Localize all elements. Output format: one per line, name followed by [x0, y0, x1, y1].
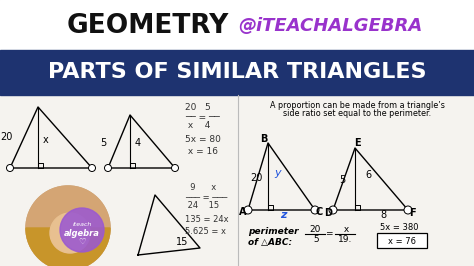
Circle shape	[7, 164, 13, 172]
Circle shape	[26, 186, 110, 266]
Text: 4: 4	[135, 138, 141, 148]
Text: 19.: 19.	[338, 235, 352, 243]
Text: 5x = 80: 5x = 80	[185, 135, 221, 144]
Wedge shape	[26, 228, 110, 266]
Text: 6: 6	[365, 170, 371, 180]
Text: z: z	[280, 210, 286, 220]
Text: ─── = ───: ─── = ───	[185, 193, 227, 202]
Text: x = 76: x = 76	[388, 236, 416, 246]
Text: side ratio set equal to the perimeter.: side ratio set equal to the perimeter.	[283, 110, 431, 118]
Text: GEOMETRY: GEOMETRY	[67, 13, 229, 39]
Circle shape	[60, 208, 104, 252]
Text: 15: 15	[176, 237, 188, 247]
Circle shape	[50, 213, 90, 253]
Text: 5x = 380: 5x = 380	[380, 223, 419, 232]
Circle shape	[311, 206, 319, 214]
Text: 20: 20	[0, 132, 12, 142]
Bar	[0, 50, 474, 95]
FancyBboxPatch shape	[377, 233, 427, 248]
Circle shape	[26, 186, 110, 266]
Text: algebra: algebra	[64, 230, 100, 239]
Text: 5.625 = x: 5.625 = x	[185, 227, 226, 236]
Bar	[0, 0, 474, 50]
Text: 20: 20	[310, 226, 321, 235]
Text: ♡: ♡	[78, 238, 86, 247]
Text: x = 16: x = 16	[185, 147, 218, 156]
Circle shape	[89, 164, 95, 172]
Text: F: F	[409, 208, 415, 218]
Text: 135 = 24x: 135 = 24x	[185, 215, 228, 224]
Circle shape	[172, 164, 179, 172]
Text: 5: 5	[100, 138, 106, 148]
Text: E: E	[354, 138, 360, 148]
Bar	[0, 95, 474, 266]
Text: x: x	[341, 226, 349, 235]
Text: 20: 20	[250, 173, 262, 183]
Circle shape	[404, 206, 412, 214]
Circle shape	[329, 206, 337, 214]
Text: of △ABC:: of △ABC:	[248, 238, 292, 247]
Text: 8: 8	[380, 210, 386, 220]
Text: 24    15: 24 15	[185, 202, 219, 210]
Text: B: B	[260, 134, 268, 144]
Text: D: D	[324, 208, 332, 218]
Text: x: x	[43, 135, 49, 145]
Text: A: A	[239, 207, 247, 217]
Text: PARTS OF SIMILAR TRIANGLES: PARTS OF SIMILAR TRIANGLES	[48, 63, 426, 82]
Text: y: y	[275, 168, 281, 178]
Text: x    4: x 4	[185, 122, 210, 131]
Text: A proportion can be made from a triangle’s: A proportion can be made from a triangle…	[270, 101, 445, 110]
Text: C: C	[315, 207, 323, 217]
Text: iteach: iteach	[73, 222, 91, 227]
Text: @iTEACHALGEBRA: @iTEACHALGEBRA	[238, 17, 422, 35]
Text: ── = ──: ── = ──	[185, 113, 220, 122]
Text: =: =	[325, 230, 333, 239]
Circle shape	[104, 164, 111, 172]
Text: 9      x: 9 x	[185, 184, 216, 193]
Text: 20   5: 20 5	[185, 103, 211, 113]
Text: 5: 5	[339, 175, 345, 185]
Text: perimeter: perimeter	[248, 227, 299, 236]
Circle shape	[244, 206, 252, 214]
Text: 5: 5	[310, 235, 319, 243]
